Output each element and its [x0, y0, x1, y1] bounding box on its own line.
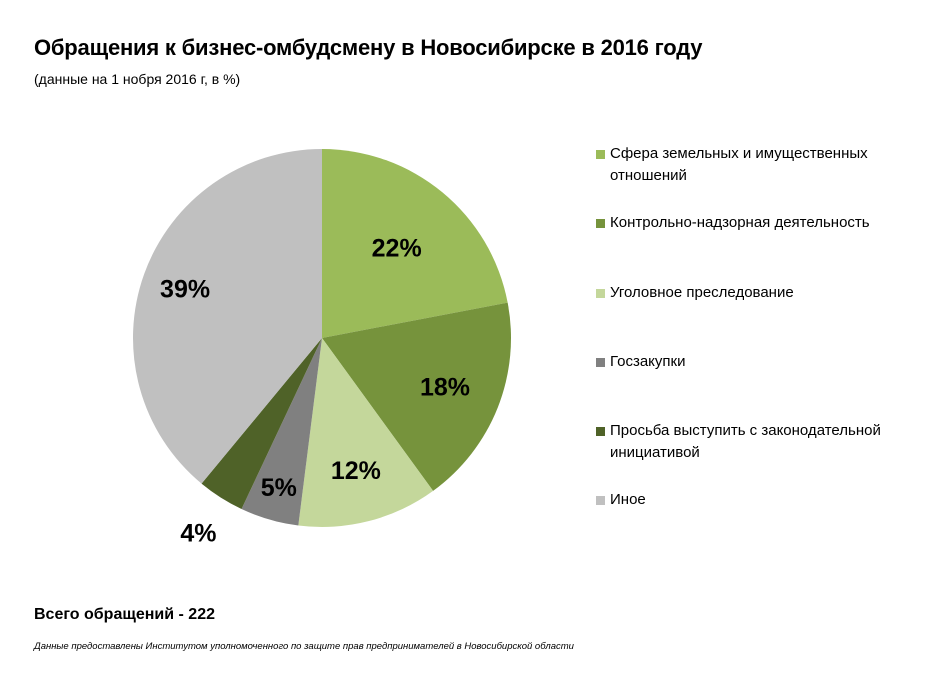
legend-swatch [596, 427, 605, 436]
legend-item: Сфера земельных и имущественных отношени… [596, 143, 926, 187]
legend-item: Уголовное преследование [596, 282, 926, 304]
legend-swatch [596, 496, 605, 505]
legend-swatch [596, 219, 605, 228]
legend-label: Иное [610, 491, 646, 508]
legend-label: Госзакупки [610, 353, 686, 370]
slice-value-label: 39% [160, 276, 210, 304]
legend-swatch [596, 358, 605, 367]
legend-swatch [596, 150, 605, 159]
pie-slice [133, 149, 322, 484]
legend-swatch [596, 289, 605, 298]
slice-value-label: 18% [420, 374, 470, 402]
legend-label: Сфера земельных и имущественных отношени… [610, 145, 868, 184]
total-requests: Всего обращений - 222 [34, 606, 215, 623]
pie-slice [201, 338, 322, 510]
legend-label: Контрольно-надзорная деятельность [610, 214, 870, 231]
slice-value-label: 22% [372, 235, 422, 263]
chart-title: Обращения к бизнес-омбудсмену в Новосиби… [34, 35, 703, 60]
legend-label: Просьба выступить с законодательной иниц… [610, 422, 881, 461]
legend-item: Госзакупки [596, 351, 926, 373]
pie-slice [298, 338, 434, 528]
legend-item: Контрольно-надзорная деятельность [596, 212, 926, 234]
legend-label: Уголовное преследование [610, 284, 794, 301]
pie-slice [241, 338, 322, 526]
legend-item: Просьба выступить с законодательной иниц… [596, 420, 926, 464]
source-note: Данные предоставлены Институтом уполномо… [34, 641, 574, 652]
slice-value-label: 4% [180, 520, 216, 548]
chart-subtitle: (данные на 1 нобря 2016 г, в %) [34, 71, 241, 87]
slice-value-label: 12% [331, 457, 381, 485]
pie-slice [322, 149, 508, 338]
legend-item: Иное [596, 489, 926, 511]
pie-slice [322, 302, 511, 491]
slice-value-label: 5% [261, 474, 297, 502]
